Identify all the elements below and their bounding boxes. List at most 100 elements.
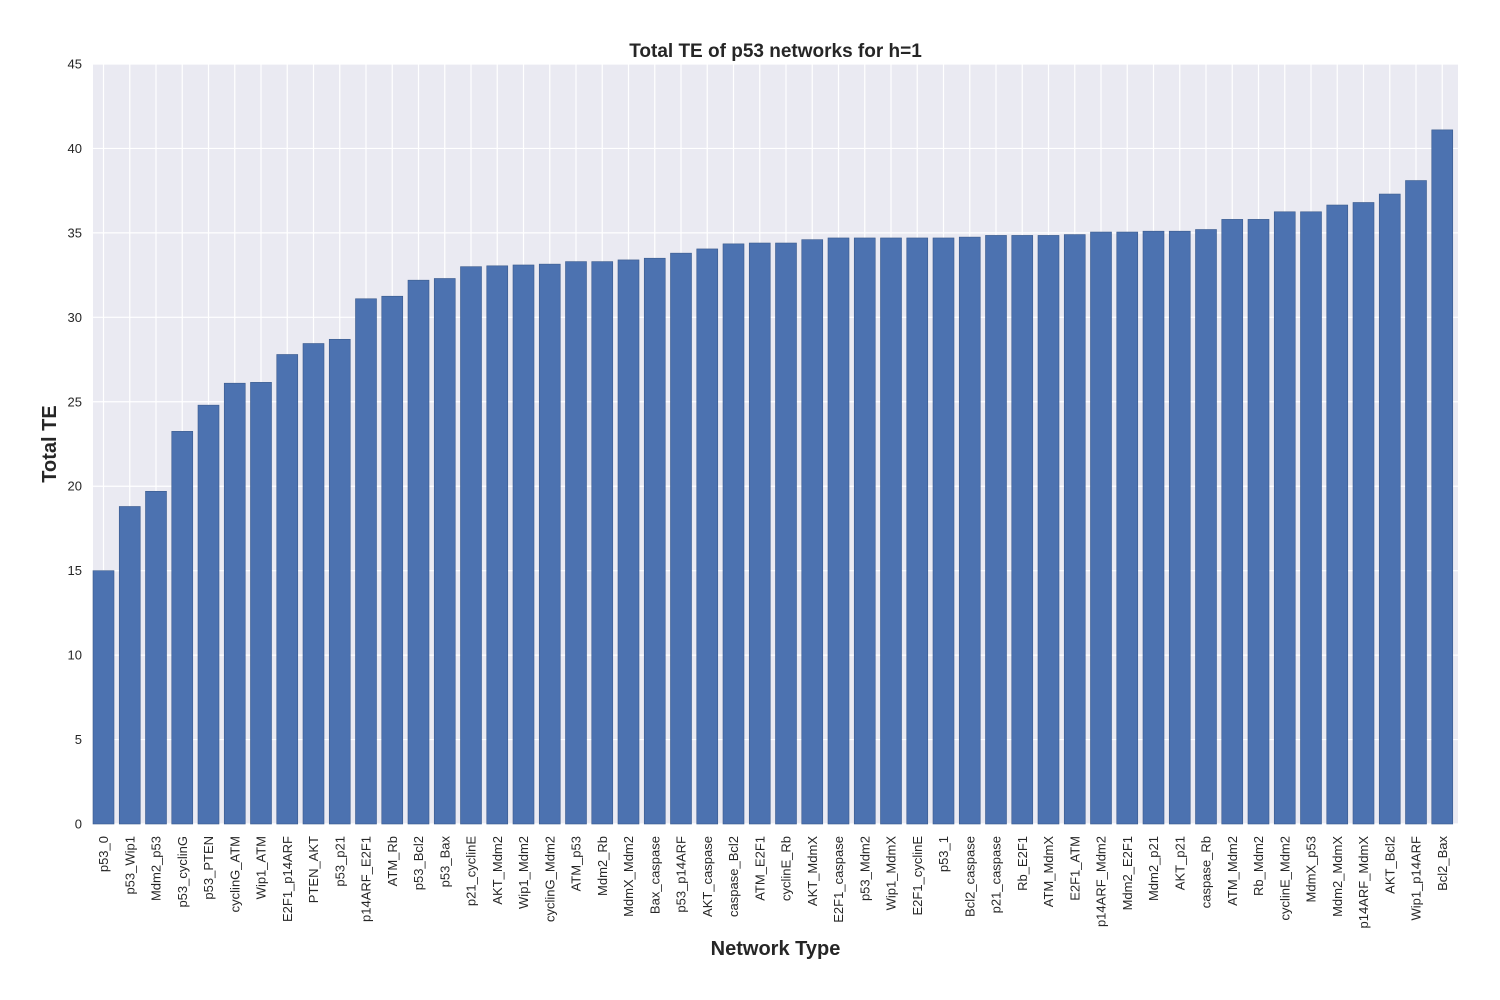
bar-caspase_Rb [1195, 229, 1217, 825]
bar-ATM_MdmX [1037, 235, 1060, 825]
bar-Mdm2_E2F1 [1116, 231, 1139, 825]
x-tick-label: cyclinE_Mdm2 [1277, 836, 1292, 921]
x-tick-label: p14ARF_MdmX [1356, 836, 1371, 929]
x-tick-label: Mdm2_p21 [1146, 836, 1161, 901]
y-tick-label: 5 [75, 732, 82, 747]
x-tick-label: ATM_E2F1 [752, 836, 767, 901]
y-tick-label: 20 [68, 479, 82, 494]
x-tick-label: cyclinG_Mdm2 [542, 836, 557, 922]
x-tick-label: MdmX_Mdm2 [621, 836, 636, 917]
x-tick-label: p53_Bcl2 [411, 836, 426, 890]
x-tick-label: Mdm2_Rb [595, 836, 610, 896]
bar-ATM_Mdm2 [1221, 219, 1244, 825]
bar-ATM_Rb [381, 295, 404, 825]
bar-Mdm2_MdmX [1326, 204, 1349, 825]
x-tick-label: E2F1_cyclinE [910, 836, 925, 916]
bar-AKT_Mdm2 [486, 265, 509, 825]
bar-PTEN_AKT [302, 343, 325, 825]
x-tick-label: p14ARF_Mdm2 [1094, 836, 1109, 927]
x-tick-label: E2F1_p14ARF [280, 836, 295, 922]
y-tick-labels: 0 5 10 15 20 25 30 35 40 45 [68, 57, 82, 832]
bar-Rb_Mdm2 [1247, 219, 1270, 825]
bar-Bcl2_Bax [1431, 129, 1454, 825]
y-tick-label: 0 [75, 817, 82, 832]
bar-AKT_Bcl2 [1378, 193, 1401, 825]
y-tick-label: 10 [68, 648, 82, 663]
y-tick-label: 40 [68, 141, 82, 156]
x-tick-label: Wip1_MdmX [884, 836, 899, 911]
bar-E2F1_caspase [827, 237, 850, 825]
y-tick-label: 35 [68, 225, 82, 240]
x-tick-label: AKT_caspase [700, 836, 715, 917]
x-tick-label: cyclinG_ATM [227, 836, 242, 912]
x-tick-label: AKT_MdmX [805, 836, 820, 906]
bar-p21_cyclinE [460, 266, 482, 825]
bar-Wip1_MdmX [880, 237, 902, 825]
y-tick-label: 30 [68, 310, 82, 325]
bar-AKT_MdmX [801, 239, 824, 825]
bar-Wip1_p14ARF [1405, 180, 1427, 825]
x-tick-label: Mdm2_MdmX [1330, 836, 1345, 917]
bar-ATM_E2F1 [748, 242, 771, 825]
bar-AKT_caspase [696, 248, 719, 825]
x-tick-label: cyclinE_Rb [779, 836, 794, 901]
x-tick-label: p21_cyclinE [464, 836, 479, 906]
bar-p53_1 [932, 237, 955, 825]
bar-p53_p14ARF [670, 252, 692, 825]
x-tick-label: p14ARF_E2F1 [359, 836, 374, 922]
x-tick-label: PTEN_AKT [306, 836, 321, 903]
x-tick-label: Mdm2_p53 [149, 836, 164, 901]
x-axis-label: Network Type [711, 938, 841, 960]
bar-cyclinE_Rb [775, 242, 797, 825]
x-tick-label: caspase_Rb [1199, 836, 1214, 908]
bar-p53_0 [92, 570, 115, 825]
x-tick-label: p53_Bax [437, 836, 452, 888]
x-tick-label: p21_caspase [989, 836, 1004, 913]
x-tick-label: Wip1_p14ARF [1409, 836, 1424, 921]
bar-cyclinG_Mdm2 [538, 263, 561, 825]
x-tick-label: AKT_p21 [1172, 836, 1187, 890]
bar-p53_p21 [328, 338, 351, 825]
x-tick-label: MdmX_p53 [1304, 836, 1319, 902]
x-tick-label: Wip1_Mdm2 [516, 836, 531, 909]
chart-title: Total TE of p53 networks for h=1 [629, 41, 922, 62]
y-tick-label: 25 [68, 394, 82, 409]
bar-p14ARF_MdmX [1352, 202, 1375, 825]
x-tick-label: Wip1_ATM [254, 836, 269, 899]
bar-AKT_p21 [1168, 230, 1191, 825]
bar-p53_Mdm2 [853, 237, 876, 825]
y-tick-label: 45 [68, 57, 82, 72]
x-tick-label: Bax_caspase [647, 836, 662, 914]
x-tick-label: Bcl2_Bax [1435, 836, 1450, 891]
x-tick-label: p53_p14ARF [674, 836, 689, 913]
x-tick-label: ATM_Rb [385, 836, 400, 886]
bar-E2F1_ATM [1063, 234, 1086, 825]
bar-p14ARF_Mdm2 [1090, 231, 1112, 825]
x-tick-label: Mdm2_E2F1 [1120, 836, 1135, 910]
x-tick-label: p53_p21 [332, 836, 347, 887]
bar-p53_PTEN [197, 404, 220, 825]
x-tick-label: ATM_p53 [569, 836, 584, 891]
x-tick-label: p53_1 [936, 836, 951, 872]
bar-MdmX_Mdm2 [617, 259, 640, 825]
bar-Wip1_ATM [250, 382, 272, 825]
x-tick-label: p53_cyclinG [175, 836, 190, 908]
x-tick-label: AKT_Bcl2 [1382, 836, 1397, 894]
bar-p53_cyclinG [171, 431, 194, 825]
bar-Bcl2_caspase [958, 236, 981, 825]
x-tick-label: p53_Mdm2 [857, 836, 872, 901]
bar-p14ARF_E2F1 [355, 298, 377, 825]
x-tick-label: E2F1_caspase [831, 836, 846, 923]
x-tick-label: p53_Wip1 [122, 836, 137, 895]
bars [92, 129, 1454, 825]
bar-caspase_Bcl2 [722, 243, 745, 825]
bar-Wip1_Mdm2 [512, 264, 535, 825]
bar-p21_caspase [985, 235, 1007, 825]
x-tick-label: AKT_Mdm2 [490, 836, 505, 905]
bar-Mdm2_p21 [1142, 230, 1165, 825]
x-tick-label: ATM_Mdm2 [1225, 836, 1240, 906]
bar-Rb_E2F1 [1011, 235, 1034, 825]
x-tick-label: Rb_Mdm2 [1251, 836, 1266, 896]
bar-Mdm2_p53 [145, 490, 167, 825]
bar-cyclinG_ATM [223, 382, 246, 825]
